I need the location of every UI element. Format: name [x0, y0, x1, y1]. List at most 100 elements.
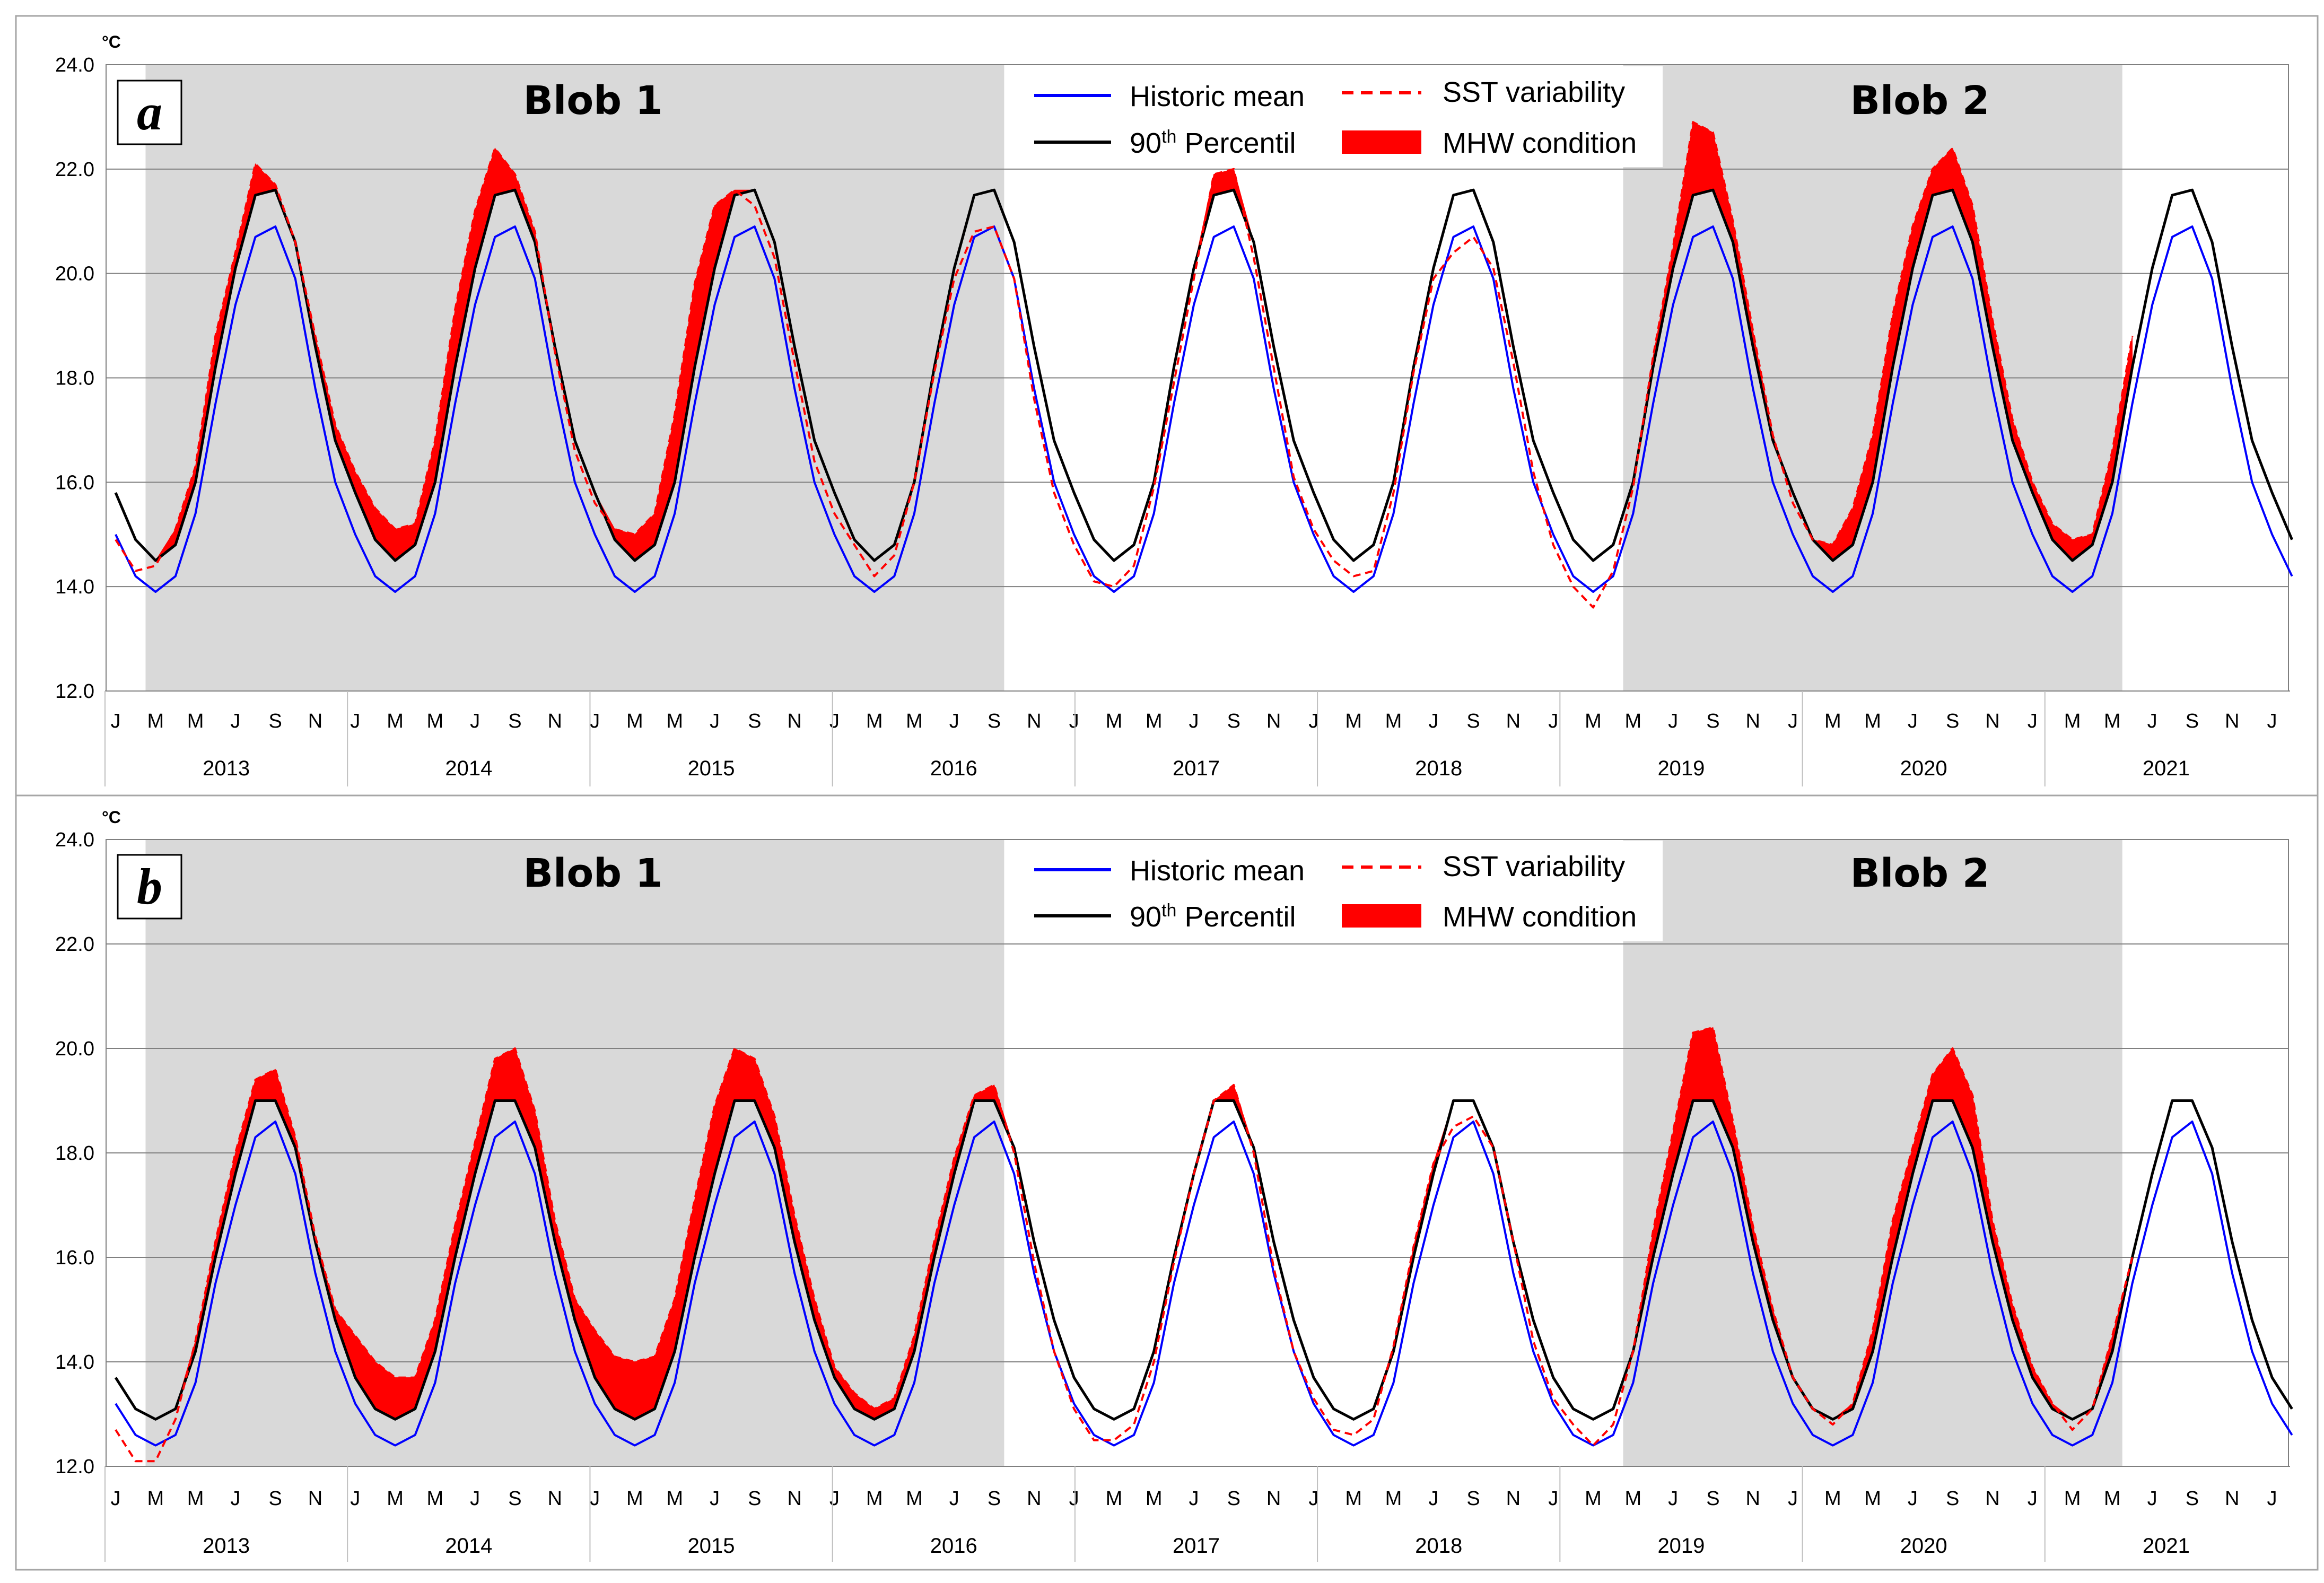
x-month-tick: S [1227, 1488, 1240, 1510]
x-year-label: 2013 [203, 757, 250, 780]
historic-mean-line [115, 225, 2293, 593]
x-year-label: 2018 [1415, 757, 1462, 780]
y-tick-label: 20.0 [55, 1038, 94, 1060]
x-month-tick: N [1985, 1488, 1999, 1510]
x-month-tick: M [1345, 1488, 1362, 1510]
x-month-tick: N [787, 710, 801, 732]
panel-a: 12.014.016.018.020.022.024.0°CJ M M J S N J M M J… [15, 15, 2319, 797]
legend-label-sst: SST variability [1443, 851, 1625, 882]
x-month-tick: N [1027, 710, 1041, 732]
x-month-tick: M [1864, 1488, 1881, 1510]
y-tick-label: 16.0 [55, 471, 94, 494]
x-month-tick: M [427, 710, 444, 732]
x-month-tick: S [748, 710, 761, 732]
x-month-tick: J [1908, 710, 1918, 732]
y-tick-label: 16.0 [55, 1247, 94, 1269]
x-month-tick: N [1027, 1488, 1041, 1510]
x-month-tick: N [1506, 1488, 1521, 1510]
y-tick-label: 22.0 [55, 159, 94, 181]
x-month-tick: J [2267, 1488, 2277, 1510]
x-month-tick: J [350, 1488, 360, 1510]
x-month-tick: J [1548, 1488, 1558, 1510]
x-month-tick: J [470, 710, 480, 732]
x-month-tick: J [1668, 710, 1678, 732]
y-tick-label: 24.0 [55, 54, 94, 76]
x-month-tick: J [829, 710, 840, 732]
x-month-tick: M [1624, 710, 1641, 732]
x-month-tick: N [2225, 1488, 2239, 1510]
x-month-tick: M [1864, 710, 1881, 732]
blob-label: Blob 2 [1850, 851, 1990, 896]
x-month-tick: N [1745, 1488, 1760, 1510]
legend-label-historic-mean: Historic mean [1130, 81, 1305, 112]
x-year-label: 2019 [1657, 757, 1705, 780]
y-tick-label: 20.0 [55, 263, 94, 285]
x-month-tick: J [829, 1488, 840, 1510]
x-year-label: 2015 [688, 1534, 735, 1558]
blob-label: Blob 2 [1850, 78, 1990, 124]
x-month-tick: M [1585, 710, 1602, 732]
panels: 12.014.016.018.020.022.024.0°CJ M M J S N J M M J… [15, 15, 2319, 1571]
x-month-tick: M [387, 710, 404, 732]
x-month-tick: J [1548, 710, 1558, 732]
x-month-tick: S [269, 710, 282, 732]
y-tick-label: 14.0 [55, 1351, 94, 1374]
panel-b: 12.014.016.018.020.022.024.0°CJ M M J S N J M M J… [15, 794, 2319, 1571]
x-year-label: 2021 [2143, 1534, 2190, 1558]
panel-id-box [117, 80, 182, 145]
x-month-tick: N [1266, 710, 1281, 732]
legend-percentile-number: 90 [1130, 901, 1161, 933]
x-month-tick: J [949, 1488, 959, 1510]
x-month-tick: M [1106, 1488, 1123, 1510]
x-month-tick: S [2186, 710, 2199, 732]
x-month-tick: N [1266, 1488, 1281, 1510]
x-month-tick: N [308, 1488, 322, 1510]
x-year-label: 2016 [930, 757, 977, 780]
x-month-tick: J [590, 710, 600, 732]
x-month-tick: N [787, 1488, 801, 1510]
legend-swatch-mhw [1342, 904, 1421, 928]
x-month-tick: M [906, 1488, 923, 1510]
x-month-tick: M [906, 710, 923, 732]
x-month-tick: J [1668, 1488, 1678, 1510]
x-month-tick: J [1308, 710, 1318, 732]
legend-label-mhw: MHW condition [1443, 127, 1637, 159]
x-month-tick: M [2104, 1488, 2121, 1510]
x-month-tick: M [147, 710, 164, 732]
x-year-label: 2014 [445, 1534, 492, 1558]
historic-mean-line [115, 1120, 2293, 1447]
legend-label-percentile: 90th Percentil [1130, 900, 1296, 933]
legend-percentile-number: 90 [1130, 127, 1161, 159]
x-month-tick: M [2104, 710, 2121, 732]
x-month-tick: S [1946, 710, 1959, 732]
x-year-label: 2015 [688, 757, 735, 780]
x-year-label: 2018 [1415, 1534, 1462, 1558]
x-month-tick: N [308, 710, 322, 732]
x-month-tick: M [626, 710, 643, 732]
x-month-tick: J [1788, 710, 1798, 732]
x-month-tick: S [988, 710, 1001, 732]
x-year-label: 2017 [1173, 1534, 1220, 1558]
x-month-tick: N [1745, 710, 1760, 732]
legend-label-historic-mean: Historic mean [1130, 855, 1305, 887]
legend-percentile-text: Percentil [1176, 901, 1296, 933]
x-month-tick: S [2186, 1488, 2199, 1510]
blob-label: Blob 1 [523, 851, 663, 896]
legend-label-percentile: 90th Percentil [1130, 127, 1296, 159]
x-month-tick: M [187, 710, 204, 732]
x-month-tick: M [866, 1488, 883, 1510]
legend-swatch-mhw [1342, 130, 1421, 154]
x-month-tick: M [1106, 710, 1123, 732]
x-year-label: 2020 [1900, 1534, 1947, 1558]
x-month-tick: M [2064, 710, 2081, 732]
y-tick-label: 18.0 [55, 1142, 94, 1165]
x-month-tick: J [710, 710, 720, 732]
panel-id-label: a [137, 84, 162, 141]
x-month-tick: J [1069, 710, 1079, 732]
x-month-tick: M [1385, 710, 1402, 732]
x-month-tick: S [1227, 710, 1240, 732]
x-month-tick: M [1624, 1488, 1641, 1510]
x-month-tick: J [111, 1488, 121, 1510]
x-month-tick: J [1788, 1488, 1798, 1510]
